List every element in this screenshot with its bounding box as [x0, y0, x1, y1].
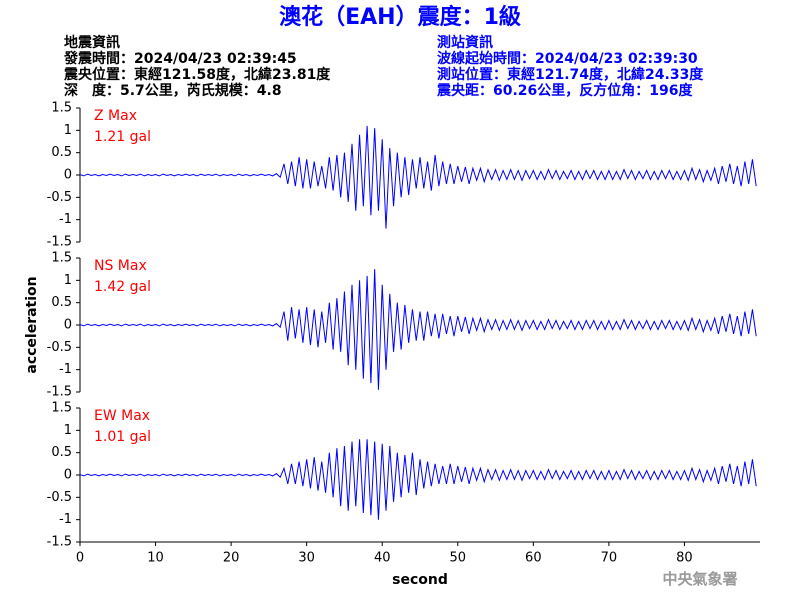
- waveform: [79, 269, 757, 390]
- y-tick-label: 1.5: [51, 251, 72, 266]
- y-tick-label: -1.5: [47, 235, 72, 250]
- annotation: 1.21 gal: [94, 129, 151, 145]
- y-tick-label: 1: [64, 123, 72, 138]
- y-tick-label: -1.5: [47, 385, 72, 400]
- info-right: 測站位置：東經121.74度，北緯24.33度: [437, 66, 704, 83]
- y-tick-label: 0.5: [51, 445, 72, 460]
- annotation: EW Max: [94, 408, 150, 424]
- y-tick-label: 1.5: [51, 401, 72, 416]
- x-tick-label: 60: [525, 551, 542, 566]
- info-right: 震央距：60.26公里，反方位角：196度: [436, 82, 694, 99]
- annotation: NS Max: [94, 258, 147, 274]
- y-tick-label: 0: [64, 468, 72, 483]
- footer: 中央氣象署: [662, 570, 737, 588]
- x-axis-label: second: [392, 572, 448, 588]
- y-tick-label: -0.5: [47, 340, 72, 355]
- y-tick-label: -0.5: [47, 490, 72, 505]
- y-tick-label: -1: [59, 362, 72, 377]
- x-tick-label: 30: [298, 551, 315, 566]
- y-tick-label: 1: [64, 273, 72, 288]
- x-tick-label: 40: [374, 551, 391, 566]
- title: 澳花（EAH）震度：1級: [279, 4, 521, 30]
- info-right: 測站資訊: [437, 34, 493, 51]
- x-tick-label: 0: [76, 551, 84, 566]
- y-axis-label: acceleration: [24, 276, 40, 373]
- info-left: 深 度：5.7公里，芮氏規模：4.8: [64, 82, 282, 99]
- waveform: [79, 125, 757, 229]
- y-tick-label: 1.5: [51, 101, 72, 116]
- y-tick-label: -1: [59, 512, 72, 527]
- annotation: Z Max: [94, 108, 137, 124]
- y-tick-label: 1: [64, 423, 72, 438]
- y-tick-label: 0: [64, 168, 72, 183]
- x-tick-label: 10: [147, 551, 164, 566]
- info-left: 發震時間：2024/04/23 02:39:45: [63, 50, 297, 67]
- waveform: [79, 439, 757, 520]
- x-tick-label: 70: [601, 551, 618, 566]
- y-tick-label: -1: [59, 212, 72, 227]
- y-tick-label: -0.5: [47, 190, 72, 205]
- y-tick-label: 0: [64, 318, 72, 333]
- info-left: 地震資訊: [64, 34, 120, 51]
- x-tick-label: 20: [223, 551, 240, 566]
- info-right: 波線起始時間：2024/04/23 02:39:30: [437, 50, 698, 67]
- y-tick-label: 0.5: [51, 145, 72, 160]
- annotation: 1.42 gal: [94, 279, 151, 295]
- annotation: 1.01 gal: [94, 429, 151, 445]
- x-tick-label: 80: [676, 551, 693, 566]
- y-tick-label: 0.5: [51, 295, 72, 310]
- y-tick-label: -1.5: [47, 535, 72, 550]
- x-tick-label: 50: [450, 551, 467, 566]
- info-left: 震央位置：東經121.58度，北緯23.81度: [63, 66, 331, 83]
